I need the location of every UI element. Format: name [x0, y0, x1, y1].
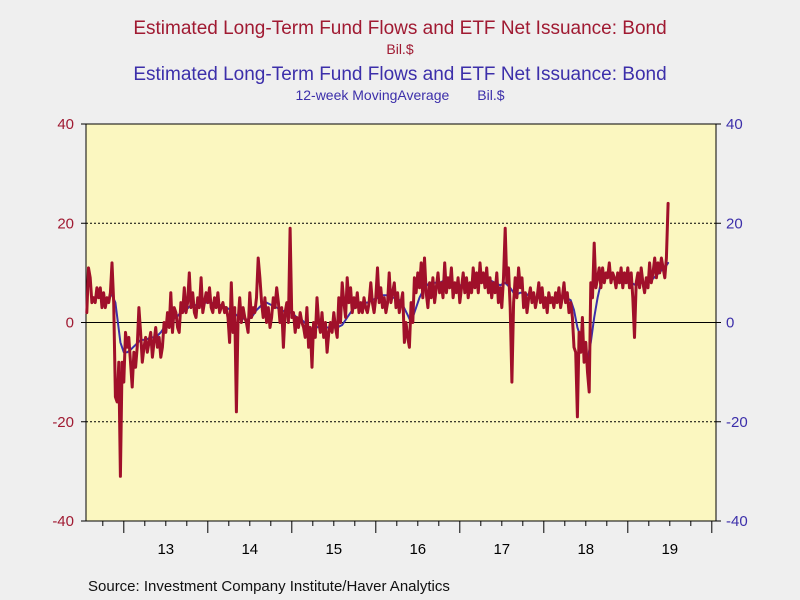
xtick-label-15: 15 [325, 541, 342, 558]
moving-average-label: 12-week MovingAverage [295, 87, 450, 103]
chart-unit-series1: Bil.$ [386, 41, 414, 57]
ytick-label-right: 0 [726, 315, 734, 332]
ytick-label-left: -20 [52, 414, 74, 431]
xtick-label-14: 14 [241, 541, 258, 558]
xtick-label-13: 13 [157, 541, 174, 558]
xtick-label-19: 19 [661, 541, 678, 558]
chart-title-series1: Estimated Long-Term Fund Flows and ETF N… [133, 18, 667, 39]
ytick-label-right: 40 [726, 116, 743, 133]
xtick-label-17: 17 [493, 541, 510, 558]
source-note: Source: Investment Company Institute/Hav… [88, 578, 450, 595]
ytick-label-left: -40 [52, 513, 74, 530]
ytick-label-right: -40 [726, 513, 748, 530]
ytick-label-left: 40 [57, 116, 74, 133]
xtick-label-16: 16 [409, 541, 426, 558]
axes: -40 -40 -20 -20 0 0 20 20 40 40 13 14 15 16 17 18 19 [52, 116, 747, 558]
ytick-label-right: -20 [726, 414, 748, 431]
chart-title-series2: Estimated Long-Term Fund Flows and ETF N… [133, 64, 667, 85]
ytick-label-left: 20 [57, 215, 74, 232]
ytick-label-left: 0 [66, 315, 74, 332]
chart-unit-series2: Bil.$ [477, 87, 505, 103]
ytick-label-right: 20 [726, 215, 743, 232]
chart-subtitle-series2: 12-week MovingAverage Bil.$ [0, 87, 800, 103]
xtick-label-18: 18 [577, 541, 594, 558]
series-layer [85, 201, 670, 478]
grid-lines [86, 222, 716, 423]
series-line-weekly [85, 201, 670, 478]
